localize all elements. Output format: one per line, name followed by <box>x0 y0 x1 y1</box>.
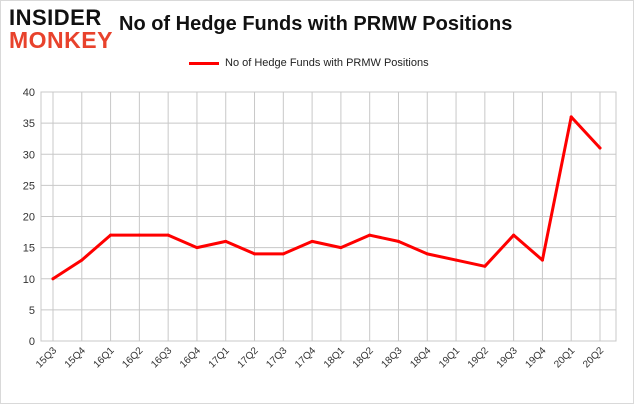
x-tick-label: 19Q3 <box>495 345 520 370</box>
x-tick-label: 15Q3 <box>34 345 59 370</box>
data-point <box>483 264 487 268</box>
x-tick-label: 16Q4 <box>178 345 203 370</box>
x-tick-label: 18Q2 <box>351 345 376 370</box>
data-point <box>224 239 228 243</box>
data-point <box>137 233 141 237</box>
x-tick-label: 18Q3 <box>380 345 405 370</box>
x-tick-label: 16Q1 <box>92 345 117 370</box>
chart-title: No of Hedge Funds with PRMW Positions <box>119 13 513 35</box>
legend-label: No of Hedge Funds with PRMW Positions <box>225 57 429 69</box>
y-tick-label: 0 <box>29 336 35 348</box>
logo-text-monkey: MONKEY <box>9 27 113 53</box>
data-point <box>51 277 55 281</box>
data-point <box>512 233 516 237</box>
data-point <box>454 258 458 262</box>
y-tick-label: 5 <box>29 305 35 317</box>
x-tick-label: 17Q3 <box>264 345 289 370</box>
y-tick-label: 25 <box>23 180 35 192</box>
insider-monkey-logo: INSIDER MONKEY <box>9 5 119 53</box>
data-point <box>540 258 544 262</box>
x-tick-label: 16Q2 <box>120 345 145 370</box>
y-tick-label: 20 <box>23 212 35 224</box>
logo-text-insider: INSIDER <box>9 5 102 30</box>
y-tick-label: 40 <box>23 87 35 99</box>
y-tick-label: 35 <box>23 118 35 130</box>
data-point <box>253 252 257 256</box>
x-tick-label: 15Q4 <box>63 345 88 370</box>
data-point <box>109 233 113 237</box>
data-point <box>195 246 199 250</box>
legend-swatch <box>189 61 219 65</box>
x-tick-label: 20Q2 <box>581 345 606 370</box>
x-tick-label: 17Q2 <box>236 345 261 370</box>
data-point <box>368 233 372 237</box>
y-tick-label: 15 <box>23 243 35 255</box>
x-tick-label: 18Q4 <box>408 345 433 370</box>
data-point <box>425 252 429 256</box>
x-tick-label: 17Q4 <box>293 345 318 370</box>
x-tick-label: 19Q1 <box>437 345 462 370</box>
data-point <box>310 239 314 243</box>
x-tick-label: 19Q2 <box>466 345 491 370</box>
y-tick-label: 10 <box>23 274 35 286</box>
data-point <box>80 258 84 262</box>
data-point <box>396 239 400 243</box>
x-tick-label: 17Q1 <box>207 345 232 370</box>
data-point <box>598 146 602 150</box>
chart-legend: No of Hedge Funds with PRMW Positions <box>189 55 429 71</box>
data-point <box>166 233 170 237</box>
data-point <box>281 252 285 256</box>
y-tick-label: 30 <box>23 149 35 161</box>
data-point <box>339 246 343 250</box>
series-line <box>51 115 602 281</box>
x-tick-label: 18Q1 <box>322 345 347 370</box>
data-point <box>569 115 573 119</box>
x-tick-label: 16Q3 <box>149 345 174 370</box>
x-tick-label: 20Q1 <box>552 345 577 370</box>
x-tick-label: 19Q4 <box>523 345 548 370</box>
